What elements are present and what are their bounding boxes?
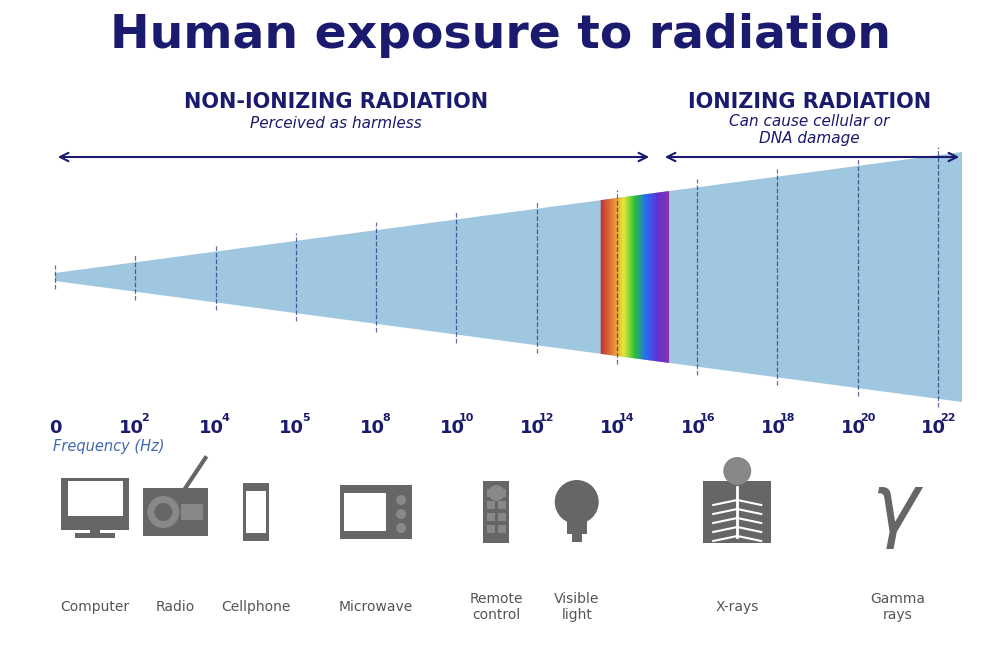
Text: IONIZING RADIATION: IONIZING RADIATION bbox=[688, 92, 931, 112]
Text: Gamma
rays: Gamma rays bbox=[870, 592, 925, 622]
Text: DNA damage: DNA damage bbox=[759, 131, 860, 147]
Circle shape bbox=[555, 480, 599, 524]
Bar bbox=[340, 485, 412, 539]
Circle shape bbox=[488, 485, 504, 501]
Text: 10: 10 bbox=[360, 419, 385, 437]
Bar bbox=[344, 493, 386, 531]
Bar bbox=[246, 491, 266, 533]
Text: 10: 10 bbox=[600, 419, 625, 437]
Circle shape bbox=[147, 496, 179, 528]
Text: Visible
light: Visible light bbox=[554, 592, 599, 622]
Text: $\gamma$: $\gamma$ bbox=[871, 473, 924, 551]
Bar bbox=[75, 533, 115, 538]
Circle shape bbox=[396, 495, 406, 505]
Text: 22: 22 bbox=[940, 413, 956, 423]
Bar bbox=[61, 478, 129, 530]
Text: 10: 10 bbox=[459, 413, 474, 423]
Text: 16: 16 bbox=[699, 413, 715, 423]
Bar bbox=[487, 513, 495, 521]
Bar bbox=[487, 501, 495, 509]
Text: 10: 10 bbox=[761, 419, 786, 437]
Bar bbox=[498, 525, 506, 533]
Bar bbox=[487, 489, 495, 497]
Text: Perceived as harmless: Perceived as harmless bbox=[250, 117, 422, 131]
Text: 10: 10 bbox=[279, 419, 304, 437]
Text: X-rays: X-rays bbox=[716, 600, 759, 614]
Polygon shape bbox=[55, 152, 962, 402]
Text: Can cause cellular or: Can cause cellular or bbox=[729, 115, 890, 129]
Bar bbox=[572, 532, 582, 542]
Text: 10: 10 bbox=[520, 419, 545, 437]
Bar bbox=[487, 525, 495, 533]
Text: 4: 4 bbox=[222, 413, 229, 423]
Text: 2: 2 bbox=[141, 413, 149, 423]
Text: Remote
control: Remote control bbox=[470, 592, 523, 622]
Circle shape bbox=[396, 523, 406, 533]
Text: 0: 0 bbox=[49, 419, 61, 437]
Text: Frequency (Hz): Frequency (Hz) bbox=[53, 439, 164, 454]
Bar bbox=[567, 514, 587, 534]
Text: Cellphone: Cellphone bbox=[221, 600, 290, 614]
Text: Computer: Computer bbox=[61, 600, 130, 614]
Bar bbox=[498, 489, 506, 497]
Bar bbox=[498, 501, 506, 509]
Text: 8: 8 bbox=[382, 413, 390, 423]
Text: 20: 20 bbox=[860, 413, 875, 423]
Bar bbox=[498, 513, 506, 521]
Text: 10: 10 bbox=[440, 419, 465, 437]
Text: Microwave: Microwave bbox=[339, 600, 413, 614]
Bar bbox=[703, 481, 771, 543]
Bar bbox=[243, 483, 269, 541]
Bar bbox=[90, 524, 100, 534]
Text: Radio: Radio bbox=[156, 600, 195, 614]
Bar bbox=[143, 488, 208, 536]
Text: 10: 10 bbox=[841, 419, 866, 437]
Text: 5: 5 bbox=[302, 413, 310, 423]
Text: 18: 18 bbox=[780, 413, 795, 423]
Bar bbox=[483, 481, 509, 543]
Circle shape bbox=[723, 457, 751, 485]
Text: 14: 14 bbox=[619, 413, 635, 423]
Text: 10: 10 bbox=[199, 419, 224, 437]
Circle shape bbox=[154, 503, 172, 521]
Text: 10: 10 bbox=[921, 419, 946, 437]
Circle shape bbox=[396, 509, 406, 519]
Bar bbox=[181, 504, 203, 520]
Text: 12: 12 bbox=[539, 413, 554, 423]
Bar bbox=[68, 480, 123, 516]
Text: 10: 10 bbox=[681, 419, 706, 437]
Text: Human exposure to radiation: Human exposure to radiation bbox=[110, 13, 891, 57]
Text: 10: 10 bbox=[119, 419, 144, 437]
Text: NON-IONIZING RADIATION: NON-IONIZING RADIATION bbox=[184, 92, 488, 112]
